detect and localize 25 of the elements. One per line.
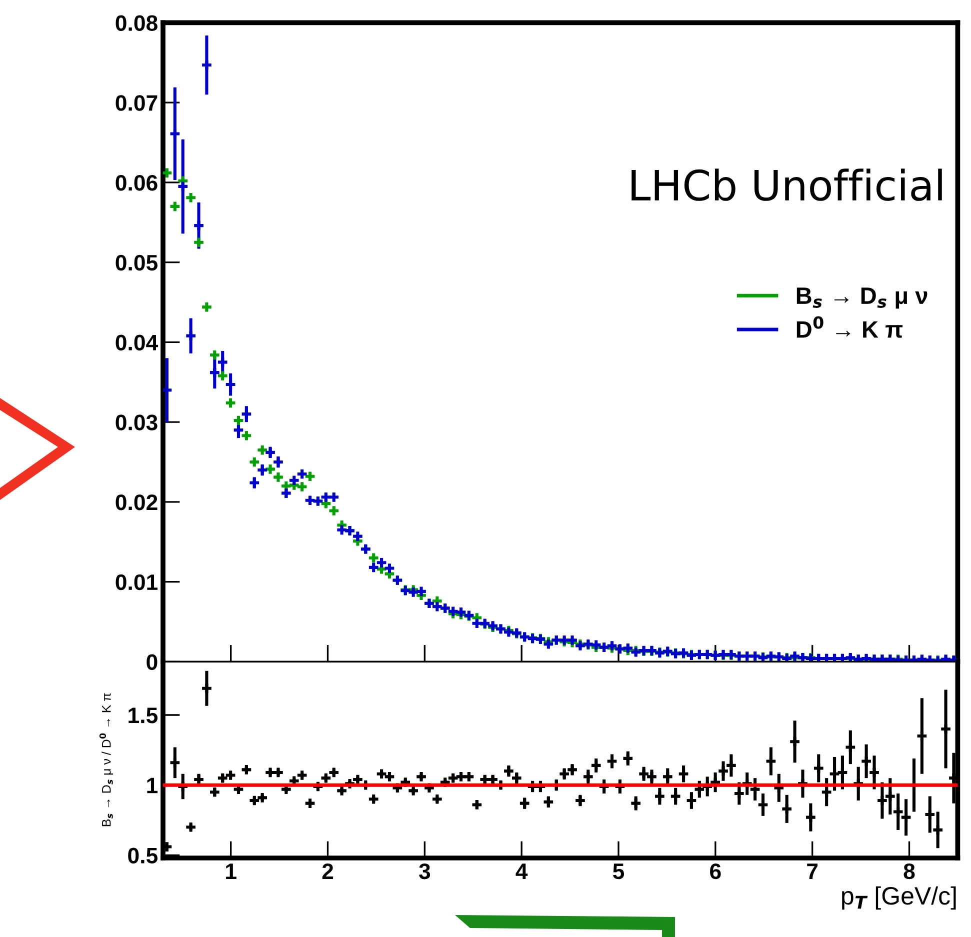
x-tick-label: 8 [904, 863, 915, 880]
legend-label: B$_{s}$ → D$_{s}$ μ ν [796, 288, 928, 309]
y-tick-label: 0.08 [116, 15, 158, 31]
y-tick-label: 0.03 [116, 414, 158, 430]
y-tick-label: 1 [147, 778, 158, 794]
x-tick-label: 4 [516, 864, 528, 879]
y-tick-label: 0.05 [116, 254, 158, 271]
y-tick-label: 0.06 [116, 174, 158, 191]
y-tick-label: 0.02 [116, 494, 158, 510]
y-tick-label: 1.5 [128, 708, 158, 724]
x-tick-label: 3 [419, 863, 430, 880]
y-tick-label: 0.04 [116, 334, 158, 350]
x-axis-title: p$_{T}$ [GeV/c] [842, 886, 956, 910]
y-axis-title: B$_{s}$ → D$_{s}$ μ ν / D$^{0}$ → K π [99, 693, 114, 826]
x-tick-label: 5 [613, 864, 624, 880]
x-tick-label: 7 [807, 864, 818, 879]
y-tick-label: 0.07 [116, 95, 158, 111]
x-tick-label: 1 [226, 864, 236, 879]
y-tick-label: 0.01 [116, 574, 158, 590]
annotation: LHCb Unofficial [632, 168, 942, 201]
x-tick-label: 2 [322, 863, 334, 879]
y-tick-label: 0 [146, 654, 158, 670]
y-tick-label: 0.5 [128, 848, 158, 864]
x-tick-label: 6 [710, 863, 721, 880]
legend-label: D$^{0}$ → K π [796, 316, 903, 338]
